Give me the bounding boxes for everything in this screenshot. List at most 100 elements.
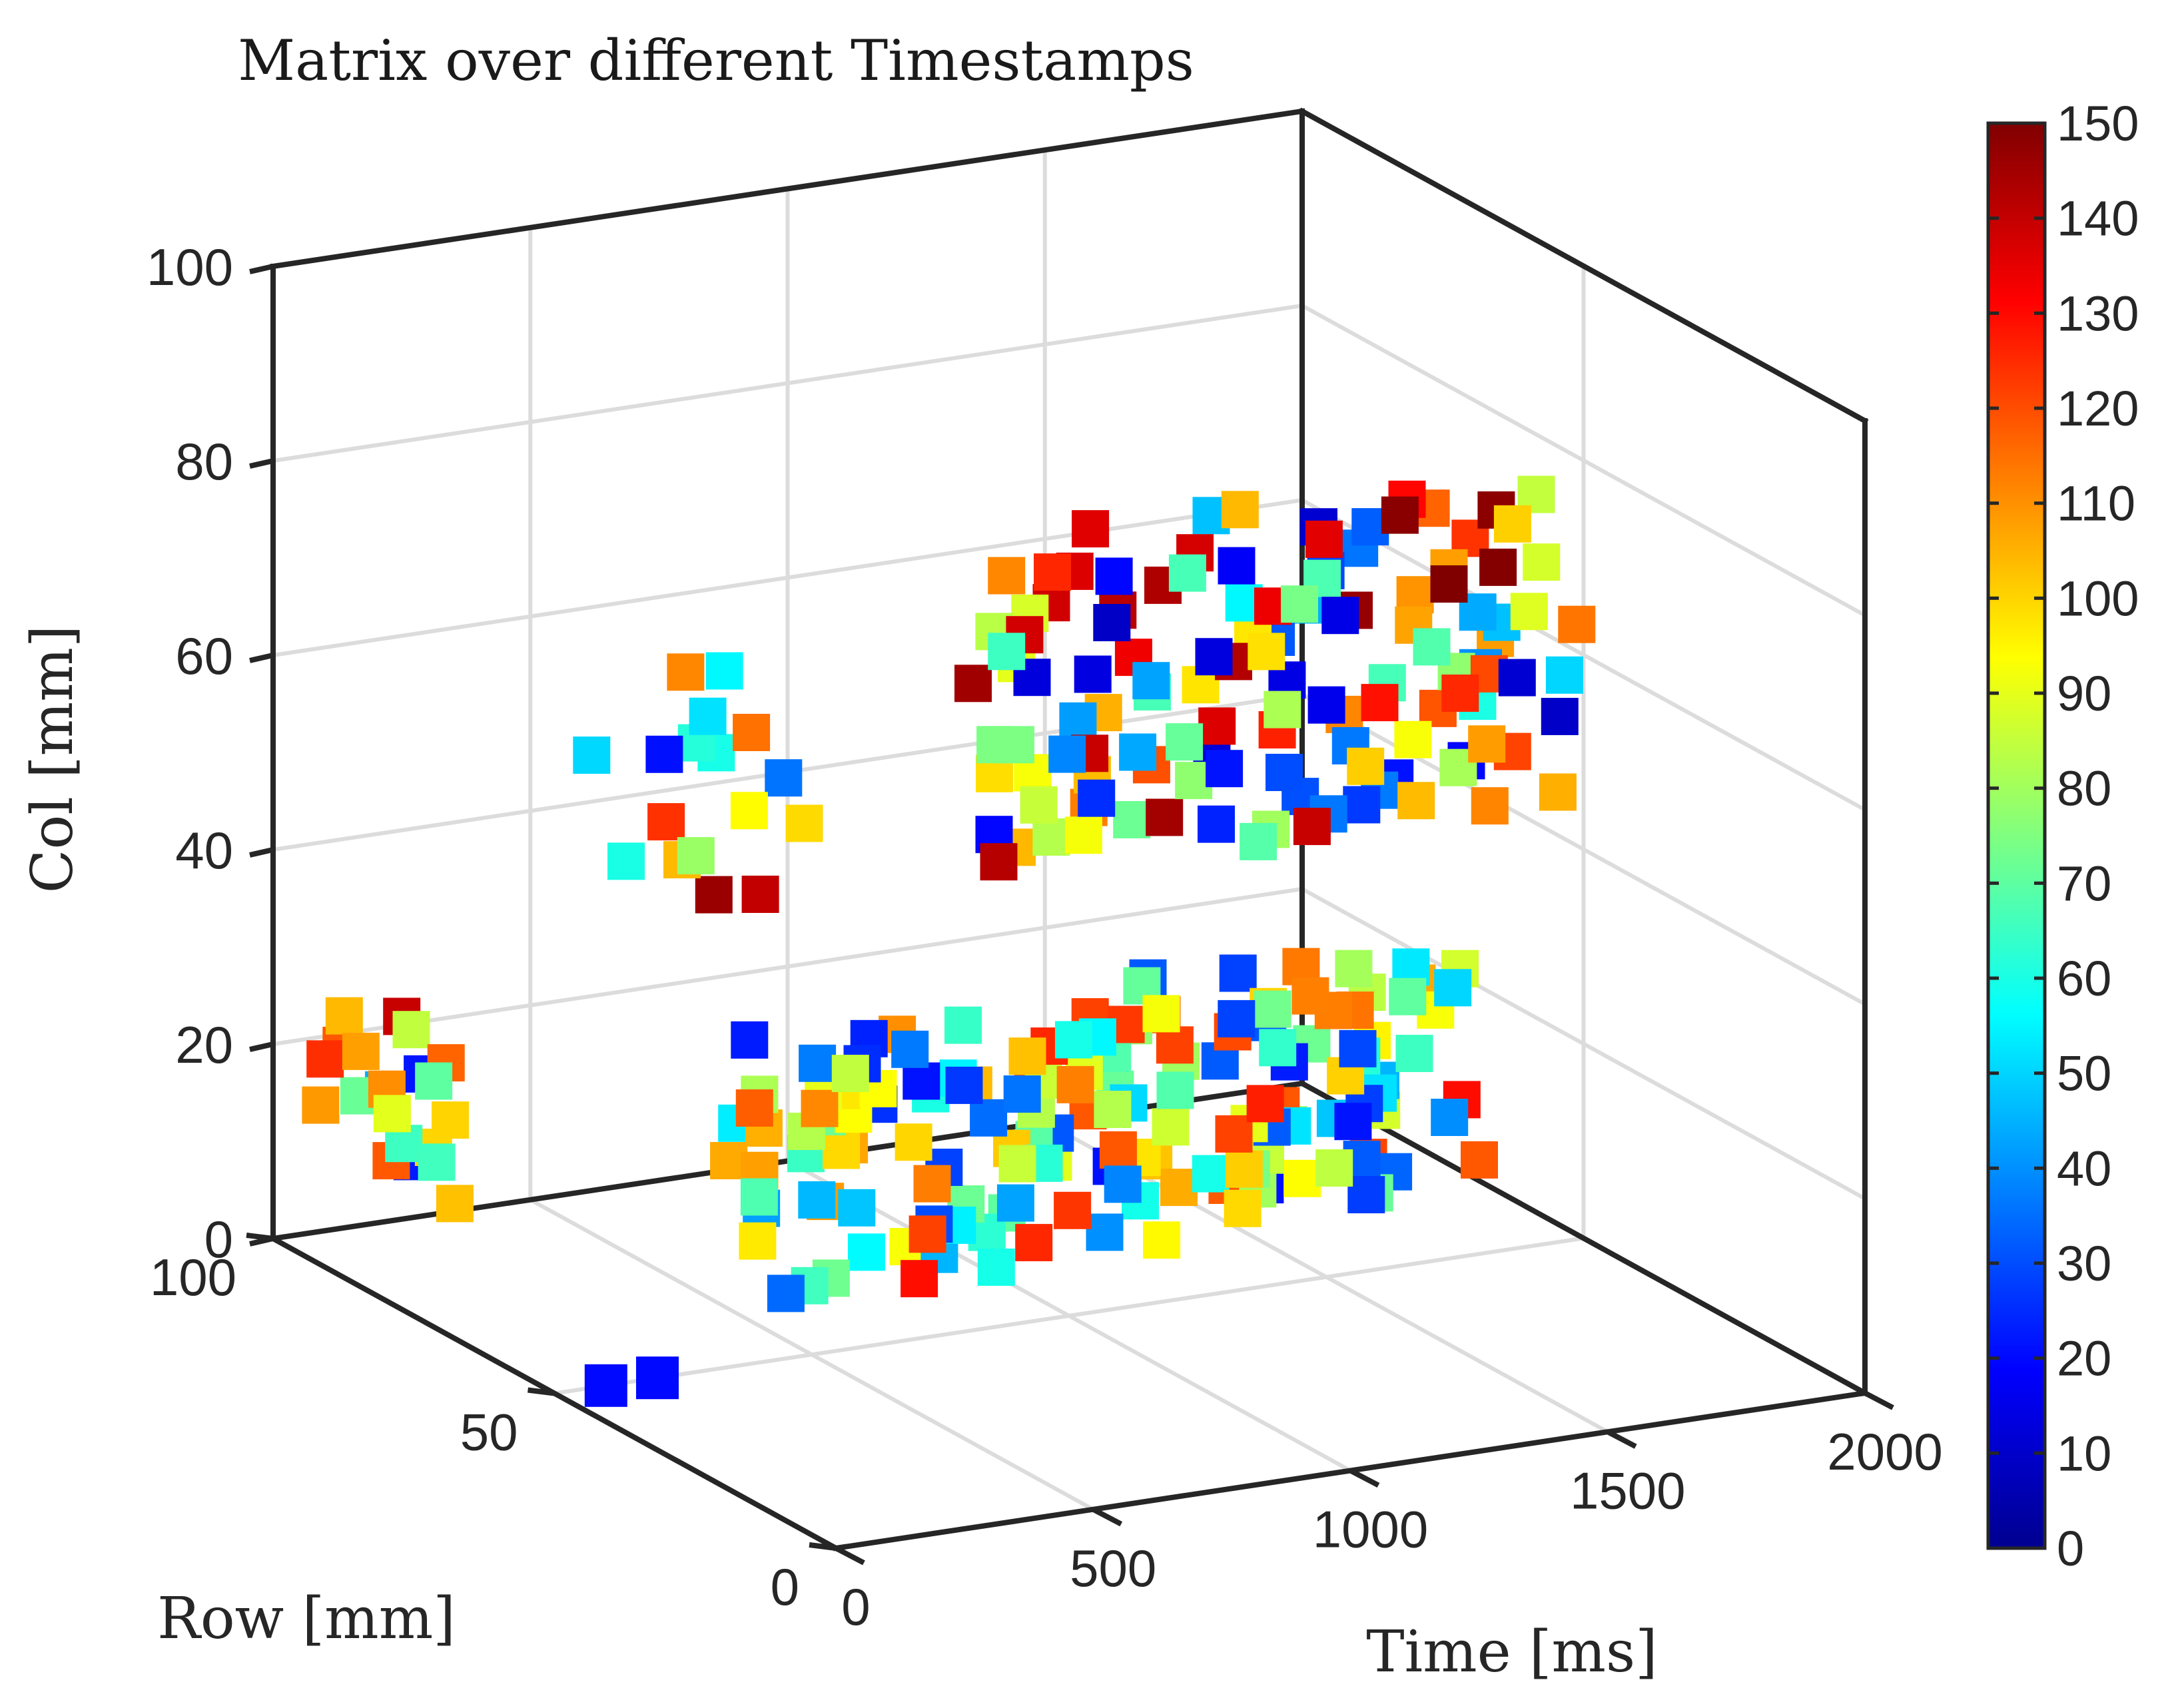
- data-point: [306, 1040, 344, 1078]
- data-point: [735, 1089, 773, 1127]
- data-point: [741, 876, 779, 913]
- data-point: [302, 1086, 340, 1124]
- data-point: [785, 804, 823, 842]
- data-point: [705, 652, 743, 690]
- grid-line: [1301, 304, 1866, 617]
- data-point: [733, 714, 771, 751]
- data-point: [895, 1123, 932, 1161]
- colorbar-tick-label: 20: [2057, 1331, 2111, 1386]
- colorbar-tick-label: 0: [2057, 1521, 2084, 1576]
- colorbar: [1986, 121, 2047, 1550]
- data-point: [1254, 990, 1291, 1028]
- data-point: [1015, 1224, 1053, 1262]
- data-point: [1215, 1115, 1253, 1153]
- data-point: [1246, 1085, 1284, 1123]
- data-point: [767, 1275, 805, 1312]
- x-tick-label: 2000: [1827, 1422, 1943, 1481]
- data-point: [1142, 995, 1180, 1033]
- data-point: [801, 1089, 839, 1127]
- x-tick-label: 0: [841, 1577, 870, 1636]
- data-point: [1281, 585, 1318, 623]
- data-point: [1020, 786, 1058, 824]
- data-point: [373, 1095, 411, 1133]
- data-point: [1152, 1108, 1190, 1146]
- data-point: [1321, 597, 1359, 635]
- data-point: [847, 1233, 885, 1271]
- colorbar-ticks: 0 10 20 30 40 50 60 70 80 90 100 110 120 130 140 150: [1988, 96, 2139, 1576]
- z-tick: [249, 1041, 274, 1052]
- data-point: [647, 803, 685, 841]
- data-point: [1168, 554, 1206, 592]
- data-point: [695, 876, 733, 914]
- data-point: [392, 1011, 430, 1049]
- data-point: [1413, 628, 1451, 666]
- data-point: [1143, 1221, 1181, 1259]
- z-axis-label: Col [mm]: [19, 625, 86, 894]
- colorbar-tick-label: 140: [2057, 191, 2139, 246]
- data-point: [1078, 779, 1116, 817]
- data-point: [1430, 565, 1468, 603]
- data-point: [1166, 723, 1204, 761]
- data-point: [1218, 999, 1256, 1037]
- data-point: [1146, 798, 1184, 836]
- z-tick-label: 40: [175, 821, 233, 880]
- x-tick-label: 1500: [1570, 1461, 1686, 1520]
- data-point: [1434, 969, 1472, 1007]
- data-point: [1198, 707, 1236, 745]
- colorbar-tick-label: 40: [2057, 1141, 2111, 1196]
- data-point: [1347, 1176, 1385, 1214]
- data-point: [1498, 659, 1536, 697]
- colorbar-tick-label: 130: [2057, 286, 2139, 341]
- axis-edge: [270, 108, 1305, 270]
- data-point: [1339, 1029, 1377, 1067]
- data-point: [1048, 735, 1086, 773]
- data-point: [436, 1185, 474, 1223]
- z-tick-label: 100: [147, 238, 233, 296]
- data-point: [1541, 698, 1579, 735]
- data-point: [731, 1021, 769, 1059]
- data-point: [765, 759, 803, 797]
- data-point: [645, 735, 683, 773]
- data-point: [667, 653, 705, 691]
- colorbar-tick-label: 70: [2057, 856, 2111, 911]
- data-point: [1056, 1065, 1094, 1103]
- data-point: [799, 1044, 837, 1082]
- data-point: [1072, 510, 1110, 548]
- data-point: [838, 1189, 876, 1227]
- data-point: [988, 557, 1026, 595]
- data-point: [677, 837, 715, 875]
- data-point: [1074, 655, 1112, 693]
- data-point: [1032, 818, 1070, 856]
- data-point: [432, 1101, 469, 1139]
- data-point: [1160, 1169, 1198, 1207]
- z-tick-label: 0: [204, 1210, 233, 1269]
- data-point: [1389, 978, 1427, 1015]
- data-point: [689, 697, 727, 735]
- data-point: [740, 1178, 778, 1216]
- axis-edge: [1298, 1079, 1869, 1397]
- data-point: [1431, 1099, 1469, 1136]
- data-point: [415, 1062, 453, 1100]
- data-point: [988, 633, 1026, 671]
- data-point: [1394, 720, 1432, 758]
- data-point: [1545, 656, 1583, 694]
- data-markers: [302, 475, 1596, 1407]
- data-point: [1293, 808, 1331, 846]
- data-point: [798, 1181, 836, 1219]
- z-tick-label: 80: [175, 432, 233, 491]
- data-point: [607, 842, 645, 880]
- data-point: [903, 1062, 940, 1100]
- data-point: [891, 1030, 929, 1068]
- data-point: [944, 1006, 982, 1044]
- colorbar-tick-label: 120: [2057, 381, 2139, 436]
- data-point: [1113, 801, 1151, 838]
- data-point: [1219, 954, 1257, 992]
- data-point: [1510, 593, 1548, 631]
- data-point: [1397, 782, 1435, 820]
- data-point: [1259, 1029, 1297, 1067]
- data-point: [1343, 786, 1381, 824]
- x-tick: [1864, 1390, 1894, 1410]
- data-point: [1094, 1091, 1132, 1128]
- data-point: [1034, 553, 1071, 591]
